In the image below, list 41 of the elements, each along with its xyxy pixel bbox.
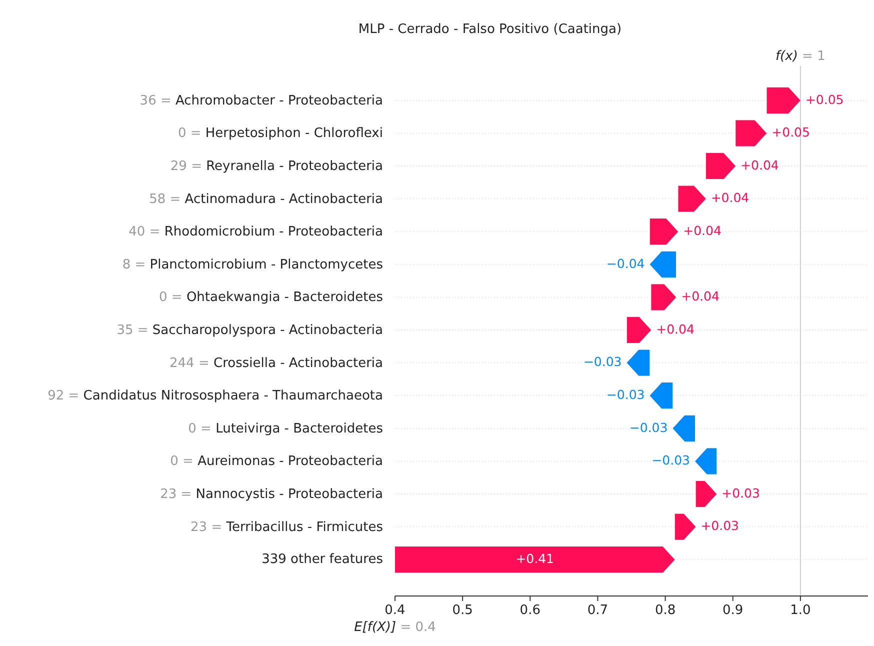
y-tick-label: 23 = Nannocystis - Proteobacteria bbox=[160, 486, 383, 502]
data-label: +0.05 bbox=[772, 124, 810, 140]
data-label: +0.03 bbox=[722, 485, 760, 500]
y-tick-label: 36 = Achromobacter - Proteobacteria bbox=[140, 92, 383, 108]
ref-line-label: f(x) = 1 bbox=[776, 49, 826, 64]
data-label: +0.04 bbox=[683, 223, 722, 238]
data-label: −0.04 bbox=[606, 256, 645, 271]
x-tick-label: 0.4 bbox=[384, 603, 406, 618]
y-tick-label: 35 = Saccharopolyspora - Actinobacteria bbox=[116, 322, 383, 338]
y-tick-label: 29 = Reyranella - Proteobacteria bbox=[170, 158, 383, 174]
y-tick-label: 0 = Ohtaekwangia - Bacteroidetes bbox=[159, 290, 384, 305]
y-tick-label: 0 = Aureimonas - Proteobacteria bbox=[170, 454, 383, 469]
x-tick-label: 0.9 bbox=[722, 603, 744, 618]
x-tick-label: 0.7 bbox=[587, 603, 608, 618]
data-label: +0.04 bbox=[656, 321, 694, 336]
data-label: +0.04 bbox=[681, 288, 720, 304]
data-label: −0.03 bbox=[606, 387, 645, 402]
data-label: +0.05 bbox=[805, 92, 844, 107]
x-tick-label: 1.0 bbox=[790, 603, 811, 618]
x-tick-label: 0.6 bbox=[520, 603, 540, 618]
data-label: +0.04 bbox=[710, 190, 750, 206]
text: E[f(X)] = 0.4 bbox=[354, 620, 436, 635]
bar bbox=[395, 546, 675, 573]
y-tick-label: 40 = Rhodomicrobium - Proteobacteria bbox=[128, 224, 383, 240]
y-tick-label: 339 other features bbox=[262, 552, 384, 568]
y-tick-label: 0 = Herpetosiphon - Chloroflexi bbox=[178, 126, 383, 141]
y-tick-label: 23 = Terribacillus - Firmicutes bbox=[190, 519, 384, 534]
x-tick-label: 0.8 bbox=[654, 603, 676, 618]
y-tick-label: 244 = Crossiella - Actinobacteria bbox=[170, 355, 383, 370]
y-tick-label: 0 = Luteivirga - Bacteroidetes bbox=[188, 420, 384, 436]
data-label: +0.41 bbox=[516, 551, 554, 566]
y-tick-label: 92 = Candidatus Nitrososphaera - Thaumarchaeota bbox=[48, 388, 383, 404]
x-tick-label: 0.5 bbox=[452, 603, 473, 618]
data-label: −0.03 bbox=[629, 420, 668, 435]
y-tick-label: 8 = Planctomicrobium - Planctomycetes bbox=[122, 256, 384, 272]
data-label: −0.03 bbox=[652, 452, 690, 468]
chart-title: MLP - Cerrado - Falso Positivo (Caatinga) bbox=[358, 22, 622, 37]
data-label: −0.03 bbox=[583, 354, 622, 370]
y-tick-label: 58 = Actinomadura - Actinobacteria bbox=[149, 191, 383, 206]
data-label: +0.03 bbox=[700, 518, 740, 534]
data-label: +0.04 bbox=[740, 157, 779, 172]
